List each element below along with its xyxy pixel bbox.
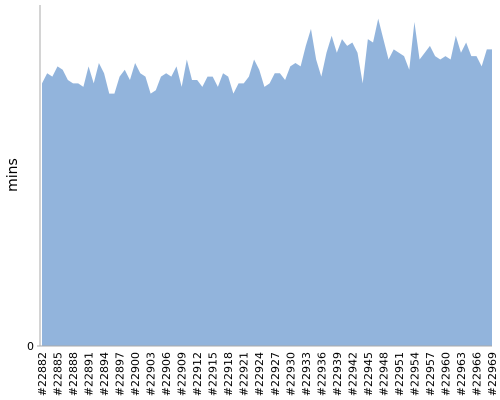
x-tick-label: #22891	[83, 352, 96, 396]
x-tick-label: #22969	[486, 352, 499, 396]
x-tick-label: #22921	[238, 352, 251, 396]
x-tick-label: #22909	[176, 352, 189, 396]
x-tick-label: #22888	[67, 352, 80, 396]
x-tick-label: #22942	[346, 352, 359, 396]
x-tick-label: #22957	[424, 352, 437, 396]
x-tick-label: #22918	[222, 352, 235, 396]
x-tick-label: #22954	[408, 352, 421, 396]
x-tick-label: #22912	[191, 352, 204, 396]
x-tick-label: #22939	[331, 352, 344, 396]
x-tick-label: #22963	[455, 352, 468, 396]
x-tick-label: #22903	[145, 352, 158, 396]
x-tick-label: #22948	[377, 352, 390, 396]
x-tick-label: #22951	[393, 352, 406, 396]
y-axis-label: mins	[5, 158, 21, 192]
x-tick-label: #22894	[98, 352, 111, 396]
x-tick-label: #22906	[160, 352, 173, 396]
x-tick-label: #22933	[300, 352, 313, 396]
x-tick-label: #22936	[315, 352, 328, 396]
x-tick-label: #22930	[284, 352, 297, 396]
x-tick-label: #22915	[207, 352, 220, 396]
x-tick-label: #22960	[439, 352, 452, 396]
x-tick-label: #22945	[362, 352, 375, 396]
x-tick-label: #22885	[52, 352, 65, 396]
x-tick-label: #22900	[129, 352, 142, 396]
area	[42, 18, 492, 346]
x-tick-label: #22924	[253, 352, 266, 396]
x-tick-label: #22897	[114, 352, 127, 396]
x-tick-label: #22927	[269, 352, 282, 396]
x-tick-label: #22882	[36, 352, 49, 396]
y-tick-label: 0	[27, 340, 34, 353]
x-tick-label: #22966	[470, 352, 483, 396]
